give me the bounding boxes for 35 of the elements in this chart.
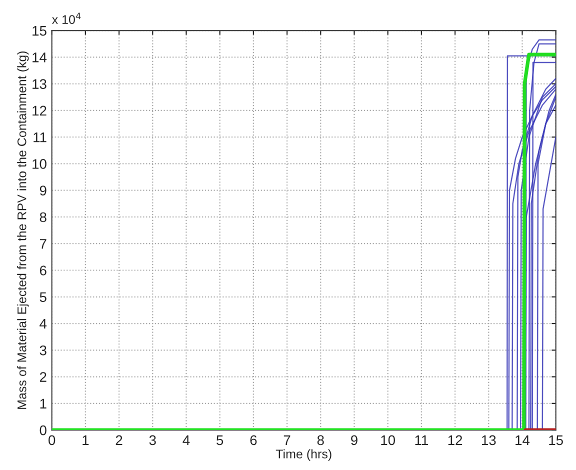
x-tick-label: 4 bbox=[182, 435, 190, 445]
x-tick-label: 0 bbox=[48, 435, 56, 446]
y-tick-label: 15 bbox=[32, 26, 46, 36]
y-tick-label: 9 bbox=[40, 186, 46, 196]
y-tick-label: 8 bbox=[40, 212, 46, 222]
y-tick-label: 0 bbox=[40, 425, 46, 436]
x-tick-label: 12 bbox=[448, 435, 462, 445]
x-tick-label: 9 bbox=[351, 435, 358, 446]
y-tick-label: 11 bbox=[34, 132, 46, 142]
y-tick-label: 14 bbox=[32, 52, 47, 62]
x-tick-label: 15 bbox=[549, 435, 563, 446]
y-tick-label: 5 bbox=[40, 292, 46, 302]
y-tick-label: 1 bbox=[40, 398, 46, 408]
x-tick-label: 7 bbox=[284, 435, 290, 445]
x-tick-label: 6 bbox=[250, 435, 257, 446]
x-tick-label: 13 bbox=[482, 435, 496, 446]
x-tick-label: 10 bbox=[381, 435, 396, 446]
y-tick-label: 6 bbox=[40, 266, 46, 276]
y-tick-label: 3 bbox=[40, 345, 46, 356]
x-tick-label: 5 bbox=[216, 435, 224, 446]
x-tick-label: 2 bbox=[116, 435, 122, 445]
x-tick-label: 3 bbox=[149, 435, 156, 446]
x-axis-title: Time (hrs) bbox=[276, 449, 332, 461]
text: x 10$^{4}$ bbox=[52, 12, 81, 24]
y-tick-label: 2 bbox=[40, 372, 46, 382]
x-tick-label: 8 bbox=[317, 435, 324, 446]
y-tick-label: 12 bbox=[32, 106, 46, 116]
y-tick-label: 13 bbox=[32, 79, 46, 89]
y-axis-title: Mass of Material Ejected from the RPV into the Containment (kg) bbox=[17, 51, 29, 409]
y-tick-label: 10 bbox=[32, 159, 46, 169]
y-tick-label: 7 bbox=[40, 239, 46, 249]
x-tick-label: 11 bbox=[415, 435, 428, 445]
y-tick-label: 4 bbox=[40, 318, 47, 329]
x-tick-label: 1 bbox=[82, 435, 89, 445]
x-tick-label: 14 bbox=[516, 435, 530, 445]
